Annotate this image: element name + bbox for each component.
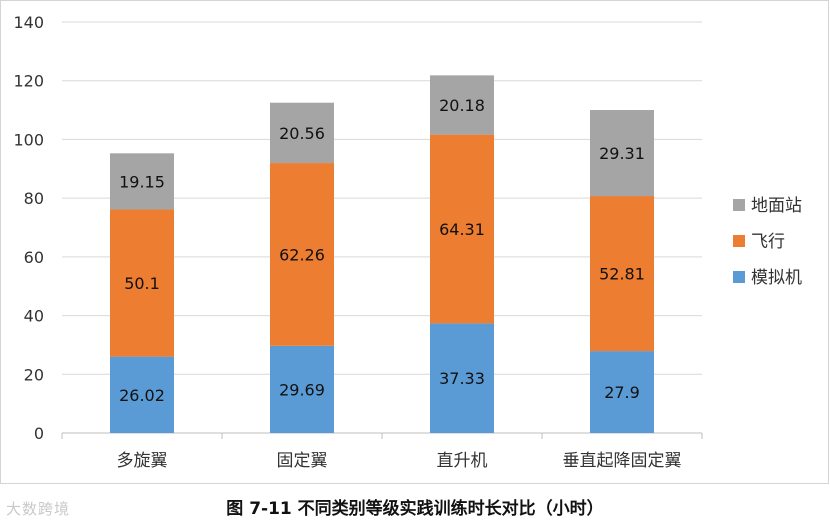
data-label: 62.26 [279,245,325,264]
data-label: 20.56 [279,124,325,143]
x-tick-label: 垂直起降固定翼 [563,451,682,471]
y-tick-label: 20 [24,365,44,384]
bar-segment [270,102,334,164]
bar-segment [270,345,334,433]
data-label: 19.15 [119,172,165,191]
figure-caption: 图 7-11 不同类别等级实践训练时长对比（小时） [226,499,604,519]
watermark-text: 大数跨境 [6,500,71,518]
bar-segment [110,209,174,357]
bar-segment [590,196,654,352]
bar-segment [430,134,494,324]
legend-label: 飞行 [751,232,785,252]
bar-segment [270,163,334,346]
bar-segment [430,75,494,135]
x-tick-label: 固定翼 [277,451,328,471]
bar-segment [590,110,654,197]
x-tick-label: 直升机 [437,451,488,471]
chart-frame [0,0,829,484]
y-tick-label: 40 [24,307,44,326]
bar-segment [590,351,654,433]
data-label: 50.1 [124,274,160,293]
stacked-bar-chart: 0 20 40 60 80 100 120 140 26.02 50.1 19.15 多旋翼 29.69… [13,13,802,471]
y-tick-label: 0 [34,424,44,443]
bar-segment [430,323,494,433]
data-label: 64.31 [439,220,485,239]
data-label: 26.02 [119,386,165,405]
data-label: 27.9 [604,383,640,402]
bar-segment [110,153,174,210]
x-tick-label: 多旋翼 [117,451,168,471]
data-label: 29.31 [599,144,645,163]
y-tick-label: 80 [24,189,44,208]
data-label: 20.18 [439,96,485,115]
data-label: 52.81 [599,265,645,284]
y-tick-label: 60 [24,248,44,267]
y-tick-label: 120 [13,72,44,91]
legend-swatch [733,235,745,247]
data-label: 29.69 [279,380,325,399]
y-tick-label: 140 [13,13,44,32]
legend-label: 模拟机 [751,268,802,288]
legend-label: 地面站 [751,196,802,216]
data-label: 37.33 [439,369,485,388]
legend-swatch [733,199,745,211]
bar-segment [110,356,174,433]
legend-swatch [733,271,745,283]
y-tick-label: 100 [13,130,44,149]
